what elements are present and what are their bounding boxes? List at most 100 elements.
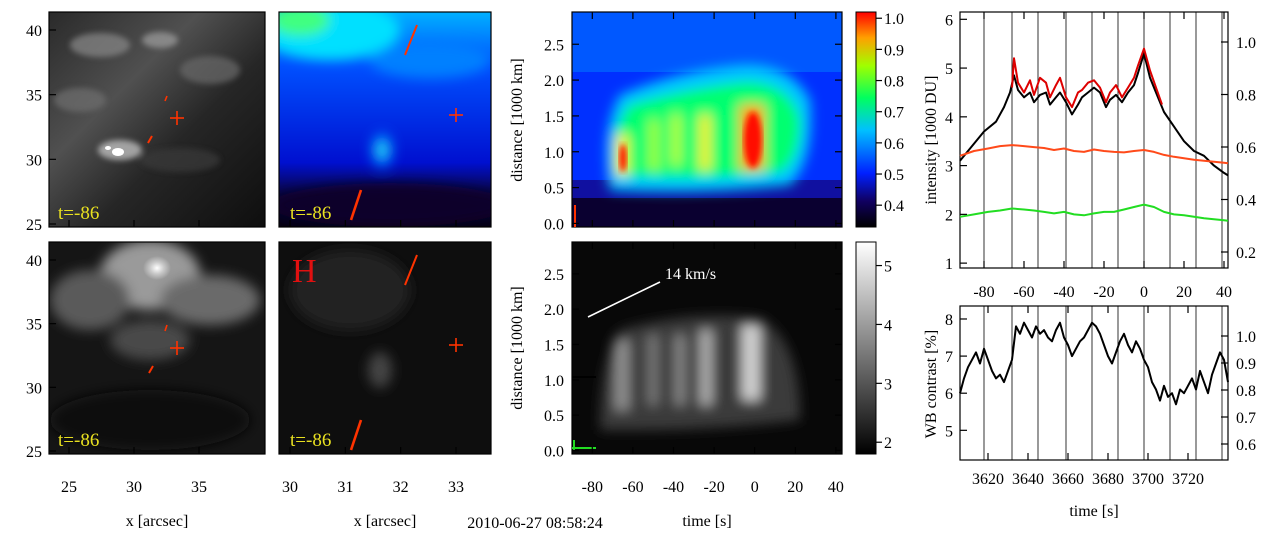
xt-gray-xlabel: time [s]	[682, 513, 731, 530]
series-line-orange	[959, 144, 1229, 165]
xt-gray-heatmap	[572, 242, 842, 454]
image-panel-1	[49, 12, 265, 227]
marker-dash	[164, 324, 168, 332]
marker-dash	[164, 95, 168, 102]
xt-ytick-label: 2.5	[544, 267, 564, 284]
colorbar-color	[855, 11, 877, 228]
ytick-left-label: 7	[945, 349, 953, 366]
colorbar-tick-label: 0.8	[884, 74, 904, 91]
col2-xlabel: x [arcsec]	[354, 513, 417, 530]
xt-ytick-label: 2.0	[544, 302, 564, 319]
ytick-left-label: 1	[945, 256, 953, 273]
ytick-right-label: 0.2	[1236, 245, 1256, 262]
wb-xlabel: time [s]	[1069, 503, 1118, 520]
ytick-right-label: 0.6	[1236, 140, 1256, 157]
xtick-label: 3640	[1012, 471, 1044, 488]
col2-xtick-label: 31	[337, 479, 353, 496]
xt-ytick-label: 0.0	[544, 216, 564, 233]
xtick-label: 3620	[972, 471, 1004, 488]
xt-ytick-label: 1.5	[544, 337, 564, 354]
marker-dash	[349, 189, 363, 221]
panel-4-time-label: t=-86	[290, 430, 331, 451]
colorbar-tick-label: 0.5	[884, 167, 904, 184]
col1-ytick-label: 40	[26, 253, 42, 270]
speed-line	[587, 281, 661, 318]
xtick-label: -60	[1013, 284, 1034, 301]
xt-xtick-label: -20	[703, 479, 724, 496]
col1-ytick-label: 25	[26, 444, 42, 461]
colorbar-tick-label: 2	[884, 435, 892, 452]
colorbar-tick-label: 3	[884, 376, 892, 393]
col1-ytick-label: 30	[26, 380, 42, 397]
xt-xtick-label: -40	[663, 479, 684, 496]
col1-ytick-label: 35	[26, 88, 42, 105]
speed-annotation: 14 km/s	[665, 266, 716, 283]
xtick-label: 40	[1216, 284, 1232, 301]
colorbar-tick-label: 4	[884, 317, 892, 334]
colorbar-tick-label: 5	[884, 259, 892, 276]
col1-xtick-label: 30	[126, 479, 142, 496]
wb-axes: 8 7 6 5 1.0 0.9 0.8 0.7 0.6 3620 3640 3660 3680 3700 3…	[945, 306, 1256, 488]
xt-xtick-label: -60	[622, 479, 643, 496]
panel-3-time-label: t=-86	[58, 430, 99, 451]
xtick-label: 3700	[1132, 471, 1164, 488]
wb-ylabel: WB contrast [%]	[923, 330, 940, 438]
marker-plus	[449, 338, 463, 352]
intensity-plot-frame	[959, 11, 1229, 269]
wb-series	[959, 321, 1229, 406]
col2-xtick-label: 32	[393, 479, 409, 496]
col1-ytick-label: 40	[26, 23, 42, 40]
ytick-right-label: 0.4	[1236, 193, 1256, 210]
marker-dash	[349, 419, 363, 451]
col1-ytick-label: 25	[26, 217, 42, 234]
ytick-right-label: 0.8	[1236, 383, 1256, 400]
xtick-label: -80	[973, 284, 994, 301]
marker-dash	[404, 24, 418, 56]
image-axes: 40 35 30 25 40 35 30 25 25 30 35 30 31 32 33	[26, 23, 464, 496]
xtick-label: 20	[1176, 284, 1192, 301]
colorbar-tick-label: 0.9	[884, 42, 904, 59]
xt-axes: 0.0 0.5 1.0 1.5 2.0 2.5 1.0 0.9 0.8 0.7 0.6 0.5 0.4 0…	[544, 11, 904, 496]
xt-ytick-label: 0.0	[544, 443, 564, 460]
colorbar-gray	[855, 241, 877, 455]
xtick-label: 3660	[1052, 471, 1084, 488]
colorbar-tick-label: 0.7	[884, 105, 904, 122]
ytick-left-label: 3	[945, 159, 953, 176]
ytick-right-label: 0.9	[1236, 356, 1256, 373]
col1-xlabel: x [arcsec]	[126, 513, 189, 530]
wb-vertical-lines	[983, 306, 1223, 460]
series-line-black	[959, 321, 1229, 406]
col2-xtick-label: 33	[448, 479, 464, 496]
series-line-black	[959, 52, 1229, 177]
ytick-left-label: 6	[945, 386, 953, 403]
intensity-ylabel: intensity [1000 DU]	[923, 76, 940, 205]
xt-gray-ylabel: distance [1000 km]	[509, 286, 526, 410]
panel-1-time-label: t=-86	[58, 203, 99, 224]
ytick-left-label: 4	[945, 110, 953, 127]
xt-ytick-label: 0.5	[544, 408, 564, 425]
marker-dash	[147, 135, 153, 144]
ytick-right-label: 0.6	[1236, 437, 1256, 454]
col1-xtick-label: 35	[191, 479, 207, 496]
xt-xtick-label: -80	[582, 479, 603, 496]
ytick-left-label: 2	[945, 207, 953, 224]
ytick-left-label: 8	[945, 312, 953, 329]
colorbar-tick-label: 0.4	[884, 198, 904, 215]
ytick-left-label: 6	[945, 12, 953, 29]
panel-2-time-label: t=-86	[290, 203, 331, 224]
col1-ytick-label: 35	[26, 317, 42, 334]
xtick-label: 0	[1140, 284, 1148, 301]
col1-ytick-label: 30	[26, 152, 42, 169]
intensity-series	[959, 47, 1229, 222]
series-line-green	[959, 203, 1229, 222]
intensity-vertical-lines	[983, 12, 1223, 268]
marker-dash	[404, 254, 418, 286]
marker-plus	[170, 341, 184, 355]
series-line-red	[1011, 47, 1163, 109]
xt-ytick-label: 1.0	[544, 145, 564, 162]
wb-plot-frame	[959, 305, 1229, 461]
colorbar-tick-label: 0.6	[884, 136, 904, 153]
xt-ytick-label: 1.5	[544, 109, 564, 126]
image-panel-2	[279, 12, 491, 227]
